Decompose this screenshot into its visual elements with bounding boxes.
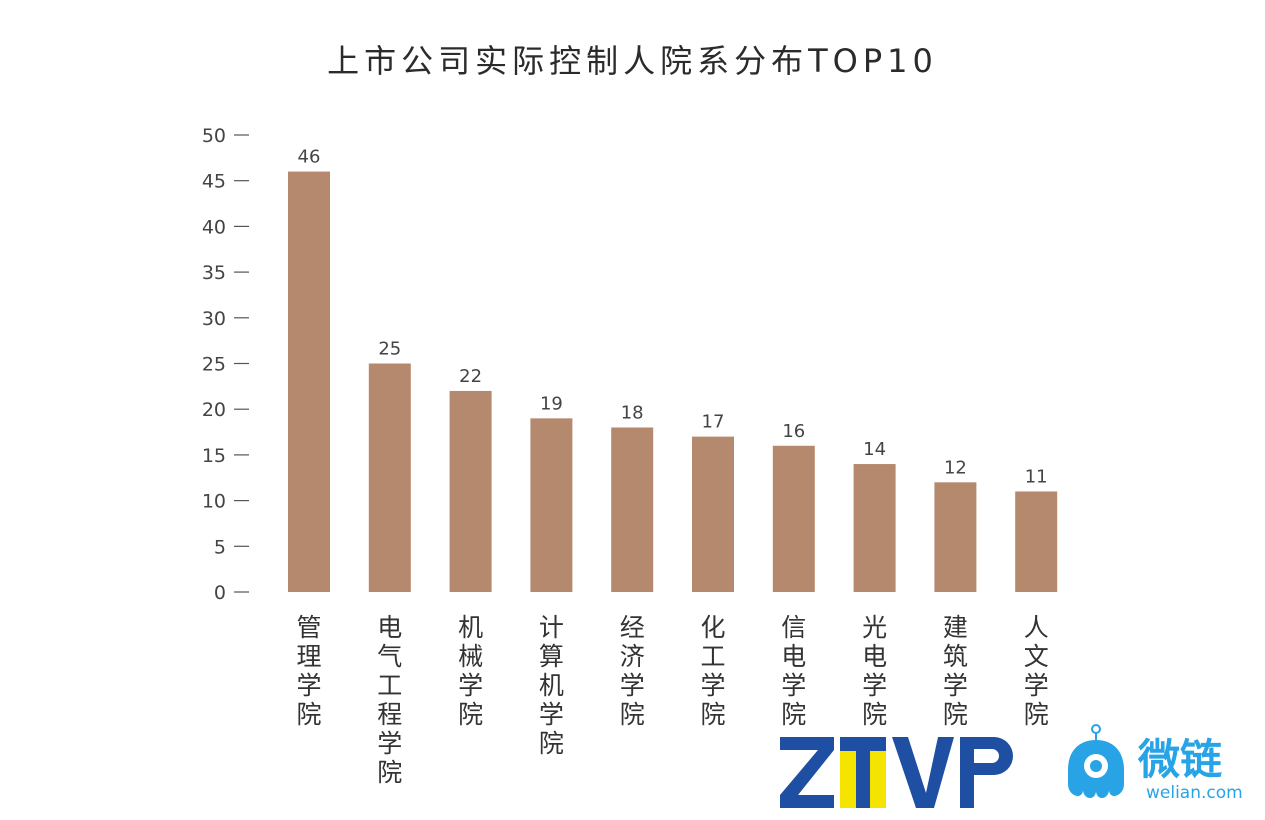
data-label: 17 [702,412,725,433]
y-tick-label: 10 [202,491,226,513]
y-tick-label: 5 [214,536,226,558]
bar [692,436,734,592]
welian-logo: 微链 welian.com [1068,724,1243,803]
data-label: 16 [782,421,805,442]
y-tick-label: 20 [202,399,226,421]
bar [449,390,492,592]
data-label: 46 [298,147,321,168]
y-tick-label: 30 [202,308,226,330]
category-label: 机械学院 [458,613,483,729]
data-label: 18 [621,402,644,423]
y-tick-label: 35 [202,262,226,284]
category-label: 化工学院 [700,613,725,729]
y-tick-label: 0 [214,582,226,604]
bar [368,363,411,592]
category-label: 信电学院 [781,613,806,729]
bar [772,445,815,592]
y-tick-label: 15 [202,445,226,467]
data-label: 19 [540,393,563,414]
y-tick-label: 45 [202,171,226,193]
category-label: 电气工程学院 [377,613,402,787]
data-label: 11 [1025,466,1048,487]
welian-logo-cn: 微链 [1137,735,1222,784]
bars [288,171,1058,592]
bar [611,427,654,592]
y-tick-label: 40 [202,216,226,238]
y-tick-label: 25 [202,354,226,376]
category-label: 计算机学院 [539,613,564,758]
ztvp-logo-z [780,737,834,808]
ztvp-logo [780,737,1013,808]
y-tick-label: 50 [202,125,226,147]
ztvp-logo-t [840,737,886,808]
ztvp-logo-p [960,737,1013,808]
ztvp-logo-v [892,737,954,808]
category-label: 经济学院 [620,613,645,729]
data-label: 22 [459,366,482,387]
octopus-mascot-icon [1068,724,1124,798]
category-label: 光电学院 [862,613,887,729]
data-label: 12 [944,457,967,478]
category-label: 管理学院 [296,613,321,729]
bar [1015,491,1058,592]
category-labels: 管理学院 电气工程学院 机械学院 计算机学院 经济学院 化工学院 信电学院 光电学院 建筑学院 人… [296,613,1048,787]
data-labels: 46 25 22 19 18 17 16 14 12 11 [298,147,1048,488]
bar [530,418,573,592]
welian-logo-en: welian.com [1146,783,1243,803]
bar [853,464,896,592]
category-label: 建筑学院 [943,613,968,729]
chart-title: 上市公司实际控制人院系分布TOP10 [327,42,938,80]
y-axis: 0 5 10 15 20 25 30 35 40 45 50 [202,125,249,604]
category-label: 人文学院 [1024,613,1049,729]
bar [288,171,330,592]
bar [934,482,977,592]
data-label: 25 [378,339,401,360]
data-label: 14 [863,439,886,460]
